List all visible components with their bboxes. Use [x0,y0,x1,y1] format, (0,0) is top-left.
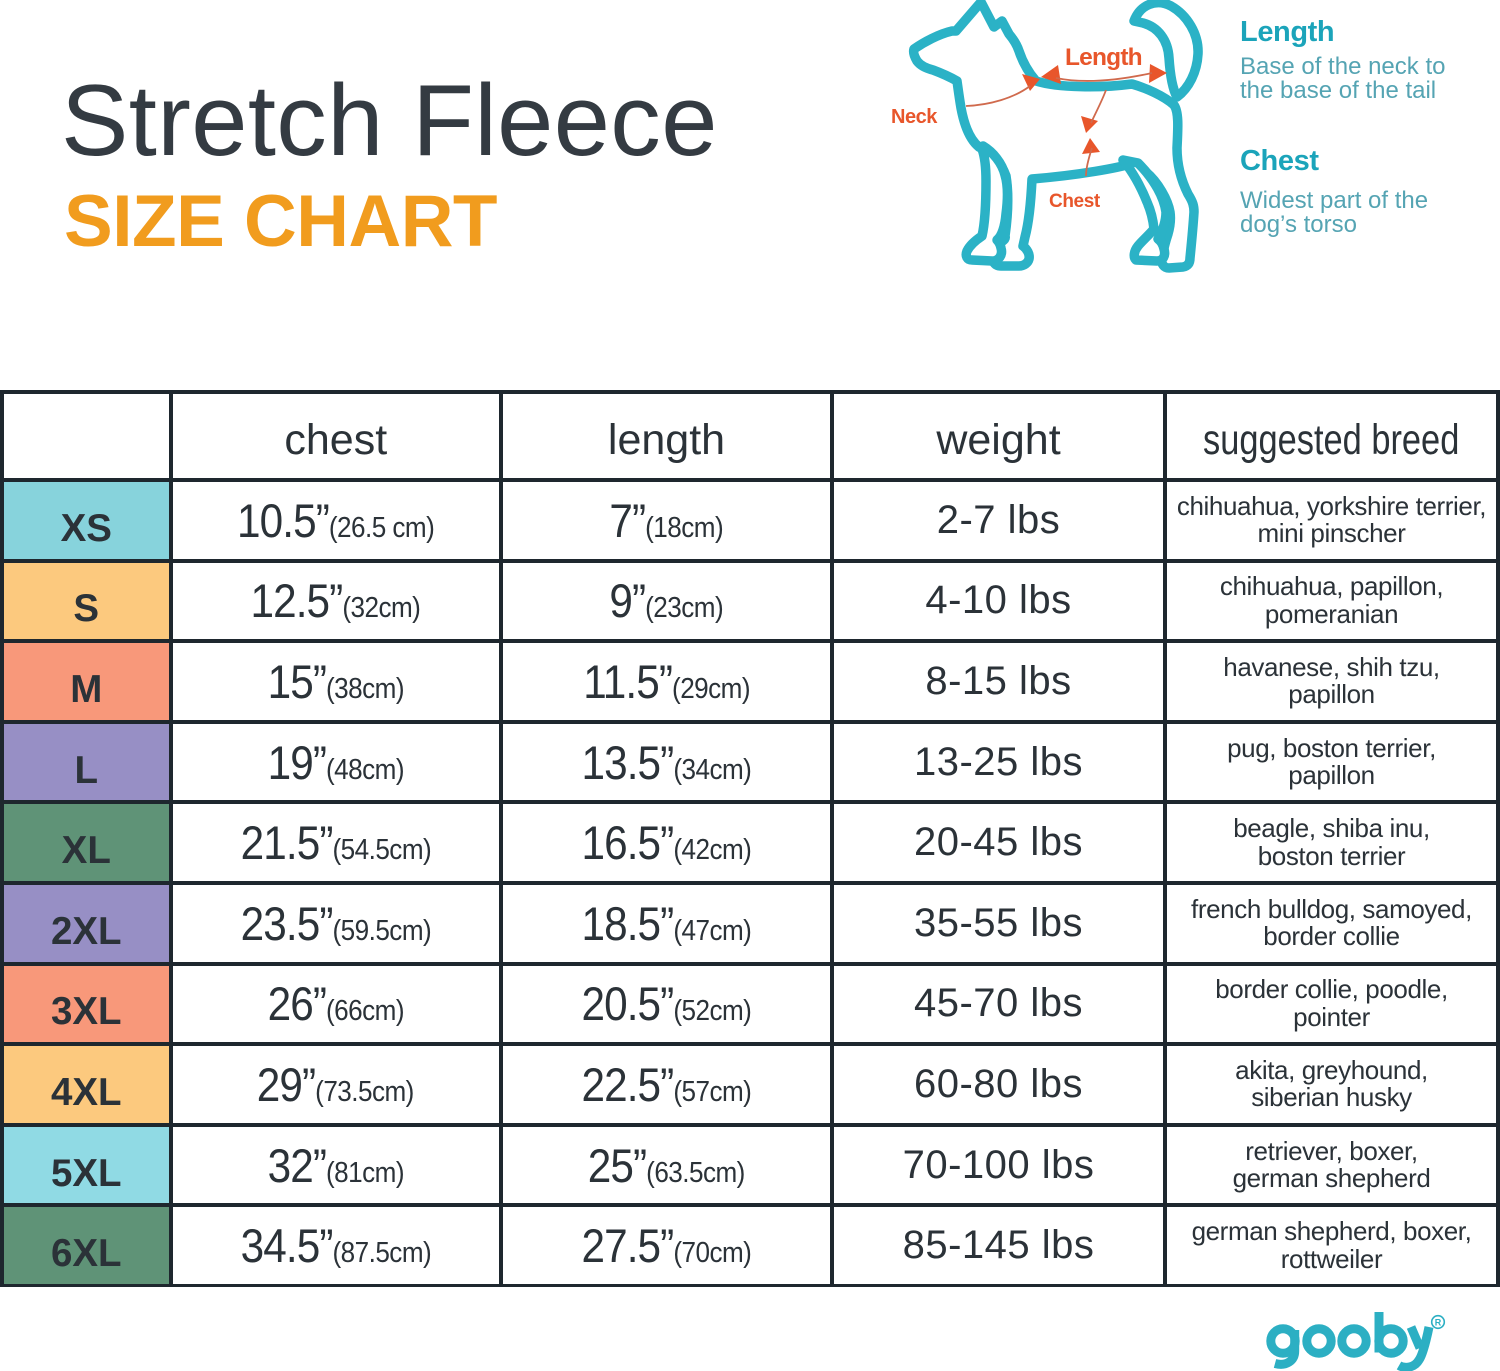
svg-text:Chest: Chest [1049,191,1101,212]
svg-text:Neck: Neck [891,106,938,128]
svg-text:R: R [1435,1318,1442,1328]
svg-text:Length: Length [1065,44,1142,71]
